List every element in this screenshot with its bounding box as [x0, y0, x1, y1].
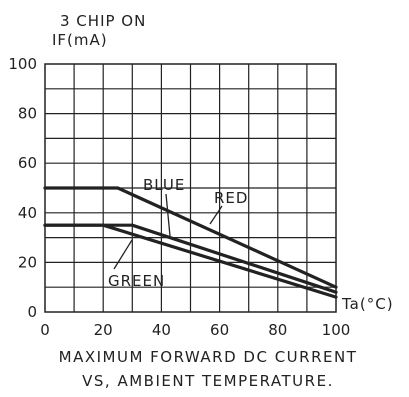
grid	[45, 64, 336, 312]
y-tick-label: 60	[18, 154, 37, 172]
y-tick-label: 80	[18, 105, 37, 123]
series-labels: BLUE RED GREEN	[108, 176, 248, 290]
y-axis-label: IF(mA)	[52, 31, 108, 49]
series-label-leaders	[113, 193, 223, 270]
y-tick-label: 0	[27, 303, 37, 321]
leader-line-green	[113, 239, 133, 270]
x-tick-label: 0	[40, 321, 50, 339]
y-tick-labels: 0 20 40 60 80 100	[8, 55, 37, 321]
series-line-green	[43, 223, 338, 299]
x-axis-label: Ta(°C)	[341, 295, 394, 313]
caption-line-2: VS, AMBIENT TEMPERATURE.	[82, 372, 334, 390]
y-tick-label: 20	[18, 253, 37, 271]
leader-line-red	[209, 205, 223, 225]
series-label-red: RED	[214, 189, 248, 207]
series-label-green: GREEN	[108, 272, 165, 290]
series-line-blue	[43, 186, 338, 289]
y-tick-label: 40	[18, 204, 37, 222]
y-tick-label: 100	[8, 55, 37, 73]
x-tick-labels: 0 20 40 60 80 100	[40, 321, 350, 339]
caption-line-1: MAXIMUM FORWARD DC CURRENT	[59, 348, 358, 366]
x-tick-label: 40	[152, 321, 171, 339]
chart-title: 3 CHIP ON	[60, 12, 146, 30]
x-tick-label: 80	[268, 321, 287, 339]
x-tick-label: 20	[94, 321, 113, 339]
x-tick-label: 60	[210, 321, 229, 339]
x-tick-label: 100	[322, 321, 351, 339]
series-lines	[43, 186, 338, 299]
series-label-blue: BLUE	[143, 176, 185, 194]
leader-line-blue	[165, 193, 171, 237]
